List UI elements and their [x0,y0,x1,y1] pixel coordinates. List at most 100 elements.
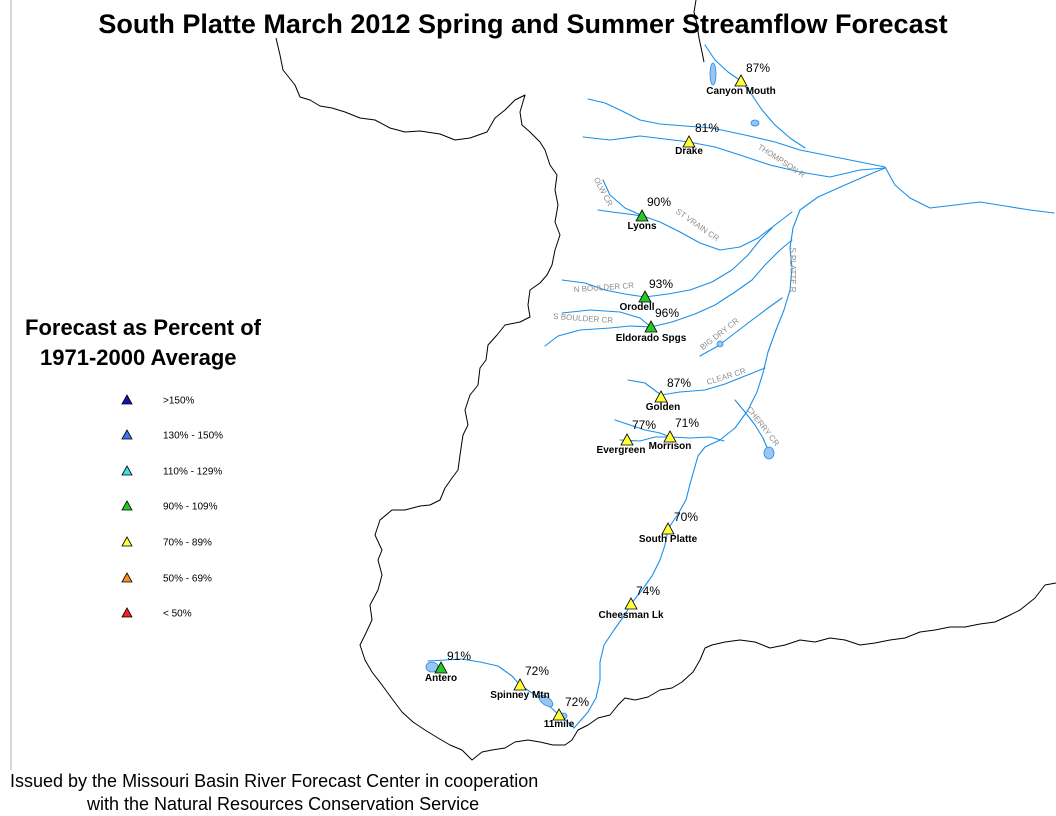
legend-item: < 50% [121,607,192,620]
legend-item: 50% - 69% [121,572,212,585]
river-line [627,367,766,396]
legend-title-line1: Forecast as Percent of [25,315,262,340]
river-label-s-boulder: S BOULDER CR [553,312,614,325]
river-line [561,227,773,298]
station-percent: 90% [647,195,671,209]
station-marker-triangle [682,135,696,148]
station-marker-triangle [661,522,675,535]
river-line [587,98,886,168]
river-line [884,166,1055,214]
legend-item: 90% - 109% [121,500,218,513]
station-eldorado-spgs: 96% Eldorado Spgs [616,306,687,344]
river-label-st-vrain: ST VRAIN CR [674,207,721,243]
station-name: Morrison [649,441,692,452]
station-percent: 72% [565,695,589,709]
river-line [614,419,725,442]
station-marker-triangle [663,430,677,443]
station-name: 11mile [544,719,575,730]
station-marker-triangle [552,708,566,721]
legend-title-line2: 1971-2000 Average [40,345,237,370]
lake [709,62,717,86]
legend-label: 70% - 89% [163,538,212,549]
legend-triangle-icon [121,394,133,405]
river-line [734,399,769,451]
basin-boundary-line [693,0,705,63]
station-canyon-mouth: 87% Canyon Mouth [706,61,775,97]
station-cheesman-lk: 74% Cheesman Lk [598,584,663,621]
station-percent: 87% [746,61,770,75]
station-name: Antero [425,673,457,684]
station-percent: 96% [655,306,679,320]
station-marker-triangle [620,433,634,446]
footer-line2: with the Natural Resources Conservation … [86,794,479,814]
station-name: Orodell [619,302,654,313]
station-percent: 72% [525,664,549,678]
station-percent: 91% [447,649,471,663]
station-name: Drake [675,146,703,157]
stations: 87% Canyon Mouth 81% Drake 90% Lyons 93%… [425,61,776,730]
station-marker-triangle [638,290,652,303]
station-marker-triangle [513,678,527,691]
river-label-n-boulder: N BOULDER CR [573,281,634,294]
station-name: Lyons [627,221,657,232]
station-name: Eldorado Spgs [616,333,687,344]
legend-item: >150% [121,394,195,407]
legend-triangle-icon [121,607,133,618]
river-line [602,179,793,251]
basin-boundary [275,0,1056,761]
station-lyons: 90% Lyons [627,195,671,232]
station-golden: 87% Golden [646,376,692,413]
station-antero: 91% Antero [425,649,471,684]
legend-triangle-icon [121,572,133,583]
lake [538,694,554,708]
river-line [582,135,886,178]
legend-label: 110% - 129% [163,467,222,478]
river-line [704,44,806,149]
basin-boundary-line [275,37,1056,761]
lake [763,446,775,460]
river-label-olw: OLW CR [592,176,615,208]
lake [750,119,760,127]
station-marker-triangle [654,390,668,403]
station-south-platte: 70% South Platte [639,510,699,545]
lakes [425,62,775,720]
legend-triangle-icon [121,429,133,440]
station-11mile: 72% 11mile [544,695,590,730]
station-name: South Platte [639,534,698,545]
station-marker-triangle [734,74,748,87]
legend-triangle-icon [121,500,133,511]
legend-label: 90% - 109% [163,502,218,513]
station-percent: 77% [632,418,656,432]
station-drake: 81% Drake [675,121,719,157]
station-percent: 93% [649,277,673,291]
river-label-thompson: THOMPSON R [756,142,807,179]
footer-line1: Issued by the Missouri Basin River Forec… [10,771,538,791]
river-line [699,297,783,357]
station-percent: 70% [674,510,698,524]
station-evergreen: 77% Evergreen [597,418,657,456]
station-percent: 87% [667,376,691,390]
legend-label: 50% - 69% [163,574,212,585]
station-marker-triangle [434,661,448,674]
legend-item: 130% - 150% [121,429,223,442]
station-name: Golden [646,402,680,413]
legend-item: 70% - 89% [121,536,212,549]
legend-label: 130% - 150% [163,431,223,442]
river-line [544,325,652,347]
river-line [597,209,644,217]
station-marker-triangle [644,320,658,333]
station-orodell: 93% Orodell [619,277,673,313]
station-marker-triangle [624,597,638,610]
legend-triangle-icon [121,536,133,547]
legend-label: < 50% [163,609,192,620]
station-morrison: 71% Morrison [649,416,700,452]
river-line [573,167,886,729]
station-name: Evergreen [597,445,646,456]
river-label-s-platte: S PLATTE R [788,247,797,292]
station-name: Cheesman Lk [598,610,663,621]
lake [716,340,724,348]
river-network [427,44,1055,729]
station-name: Spinney Mtn [490,690,549,701]
station-marker-triangle [635,209,649,222]
river-label-cherry: CHERRY CR [745,405,781,448]
